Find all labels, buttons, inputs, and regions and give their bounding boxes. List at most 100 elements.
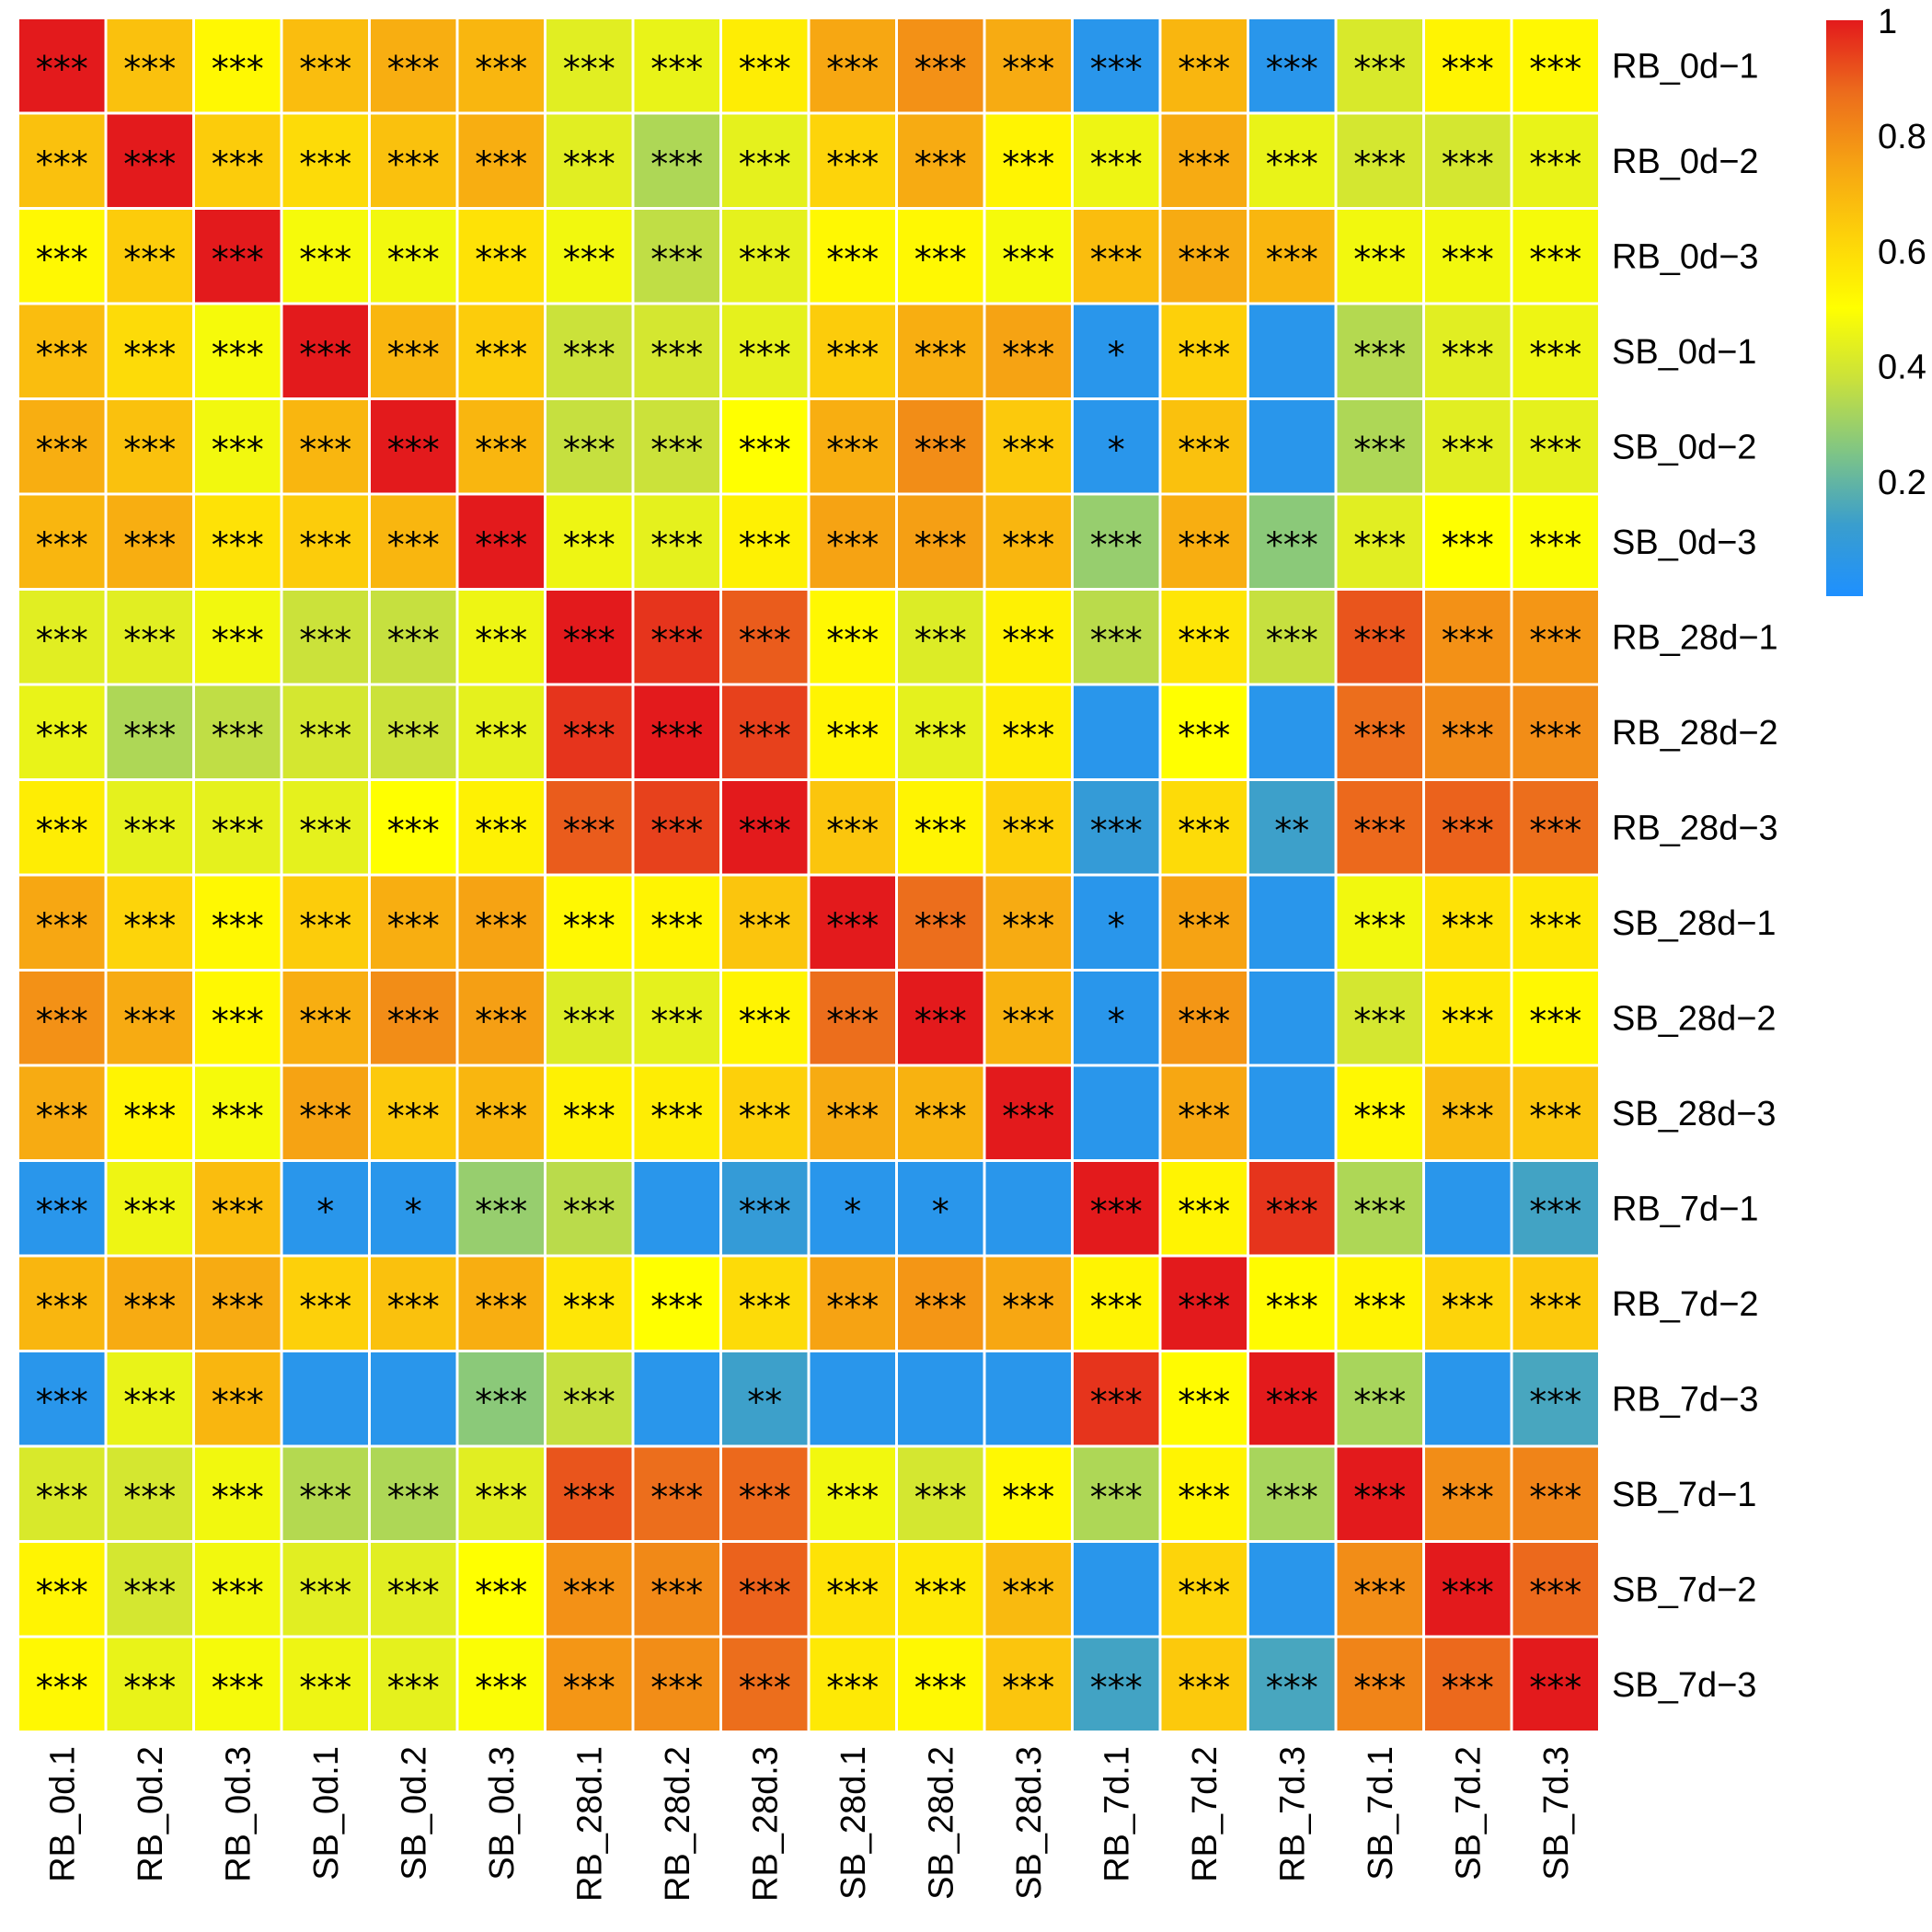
significance-marker: *** — [387, 239, 440, 280]
row-label: RB_0d−3 — [1612, 237, 1759, 276]
significance-marker: *** — [563, 1001, 615, 1041]
heatmap-cell — [283, 1352, 369, 1445]
significance-marker: *** — [914, 144, 967, 184]
colorbar-tick-label: 0.4 — [1878, 349, 1926, 387]
column-label: RB_7d.1 — [1098, 1746, 1136, 1882]
heatmap-cell — [898, 1352, 983, 1445]
significance-marker: *** — [914, 1667, 967, 1708]
significance-marker: *** — [826, 1572, 879, 1613]
significance-marker: *** — [563, 620, 615, 661]
significance-marker: *** — [1529, 1667, 1581, 1708]
significance-marker: *** — [475, 239, 527, 280]
heatmap-cell — [1425, 1352, 1511, 1445]
significance-marker: * — [405, 1191, 422, 1232]
significance-marker: *** — [1529, 811, 1581, 851]
row-label: SB_28d−3 — [1612, 1095, 1777, 1133]
significance-marker: *** — [475, 1477, 527, 1517]
significance-marker: *** — [1178, 905, 1230, 946]
significance-marker: *** — [475, 715, 527, 755]
significance-marker: *** — [1442, 1572, 1494, 1613]
significance-marker: *** — [1178, 239, 1230, 280]
significance-marker: *** — [387, 811, 440, 851]
significance-marker: *** — [826, 49, 879, 89]
significance-marker: *** — [1002, 1477, 1054, 1517]
significance-marker: *** — [123, 1001, 176, 1041]
significance-marker: *** — [36, 1572, 88, 1613]
significance-marker: *** — [1266, 524, 1318, 565]
significance-marker: *** — [1002, 715, 1054, 755]
significance-marker: *** — [387, 1001, 440, 1041]
significance-marker: *** — [123, 905, 176, 946]
significance-marker: *** — [123, 1191, 176, 1232]
significance-marker: *** — [739, 1286, 791, 1327]
significance-marker: *** — [387, 49, 440, 89]
column-label: RB_0d.3 — [219, 1746, 258, 1882]
significance-marker: *** — [826, 1286, 879, 1327]
significance-marker: *** — [1442, 1477, 1494, 1517]
significance-marker: *** — [123, 334, 176, 374]
significance-marker: *** — [212, 334, 264, 374]
significance-marker: *** — [1002, 1001, 1054, 1041]
significance-marker: *** — [1353, 49, 1406, 89]
significance-marker: *** — [650, 811, 703, 851]
row-label: RB_28d−1 — [1612, 618, 1778, 657]
significance-marker: *** — [739, 811, 791, 851]
color-legend: 10.80.60.40.2 — [1826, 3, 1926, 596]
row-label: SB_28d−2 — [1612, 999, 1777, 1038]
significance-marker: *** — [212, 620, 264, 661]
significance-marker: *** — [1353, 620, 1406, 661]
significance-marker: *** — [123, 811, 176, 851]
significance-marker: *** — [123, 1667, 176, 1708]
significance-marker: *** — [1266, 1382, 1318, 1422]
colorbar — [1826, 20, 1863, 596]
significance-marker: *** — [826, 144, 879, 184]
significance-marker: *** — [212, 430, 264, 470]
significance-marker: *** — [123, 1572, 176, 1613]
significance-marker: *** — [1090, 524, 1143, 565]
significance-marker: *** — [563, 239, 615, 280]
significance-marker: *** — [1353, 430, 1406, 470]
significance-marker: *** — [914, 1001, 967, 1041]
heatmap-cell — [1074, 1543, 1159, 1636]
significance-marker: *** — [1178, 1191, 1230, 1232]
significance-marker: *** — [914, 1572, 967, 1613]
row-label: RB_0d−2 — [1612, 143, 1759, 181]
significance-marker: *** — [1353, 1286, 1406, 1327]
significance-marker: *** — [299, 811, 351, 851]
significance-marker: *** — [36, 144, 88, 184]
significance-marker: * — [1108, 430, 1125, 470]
significance-marker: *** — [36, 524, 88, 565]
significance-marker: *** — [1442, 334, 1494, 374]
significance-marker: *** — [1178, 1286, 1230, 1327]
significance-marker: * — [1108, 905, 1125, 946]
heatmap-cell — [1249, 1067, 1335, 1160]
significance-marker: *** — [1266, 1191, 1318, 1232]
significance-marker: *** — [914, 620, 967, 661]
significance-marker: *** — [1442, 524, 1494, 565]
significance-marker: *** — [299, 905, 351, 946]
significance-marker: *** — [563, 1191, 615, 1232]
heatmap-cell — [986, 1162, 1072, 1255]
significance-marker: *** — [650, 334, 703, 374]
significance-marker: *** — [563, 1667, 615, 1708]
significance-marker: *** — [299, 144, 351, 184]
heatmap-cell — [1425, 1162, 1511, 1255]
significance-marker: *** — [826, 334, 879, 374]
heatmap-cell — [635, 1162, 720, 1255]
significance-marker: *** — [914, 49, 967, 89]
significance-marker: *** — [212, 1286, 264, 1327]
significance-marker: *** — [299, 1667, 351, 1708]
significance-marker: *** — [826, 430, 879, 470]
significance-marker: *** — [1529, 620, 1581, 661]
significance-marker: *** — [739, 524, 791, 565]
significance-marker: *** — [1353, 1096, 1406, 1136]
significance-marker: *** — [739, 1096, 791, 1136]
significance-marker: *** — [650, 430, 703, 470]
significance-marker: *** — [299, 1096, 351, 1136]
significance-marker: *** — [650, 1286, 703, 1327]
significance-marker: *** — [1002, 430, 1054, 470]
significance-marker: ** — [747, 1382, 782, 1422]
significance-marker: *** — [1353, 1382, 1406, 1422]
significance-marker: *** — [914, 811, 967, 851]
heatmap-cell — [1249, 877, 1335, 970]
